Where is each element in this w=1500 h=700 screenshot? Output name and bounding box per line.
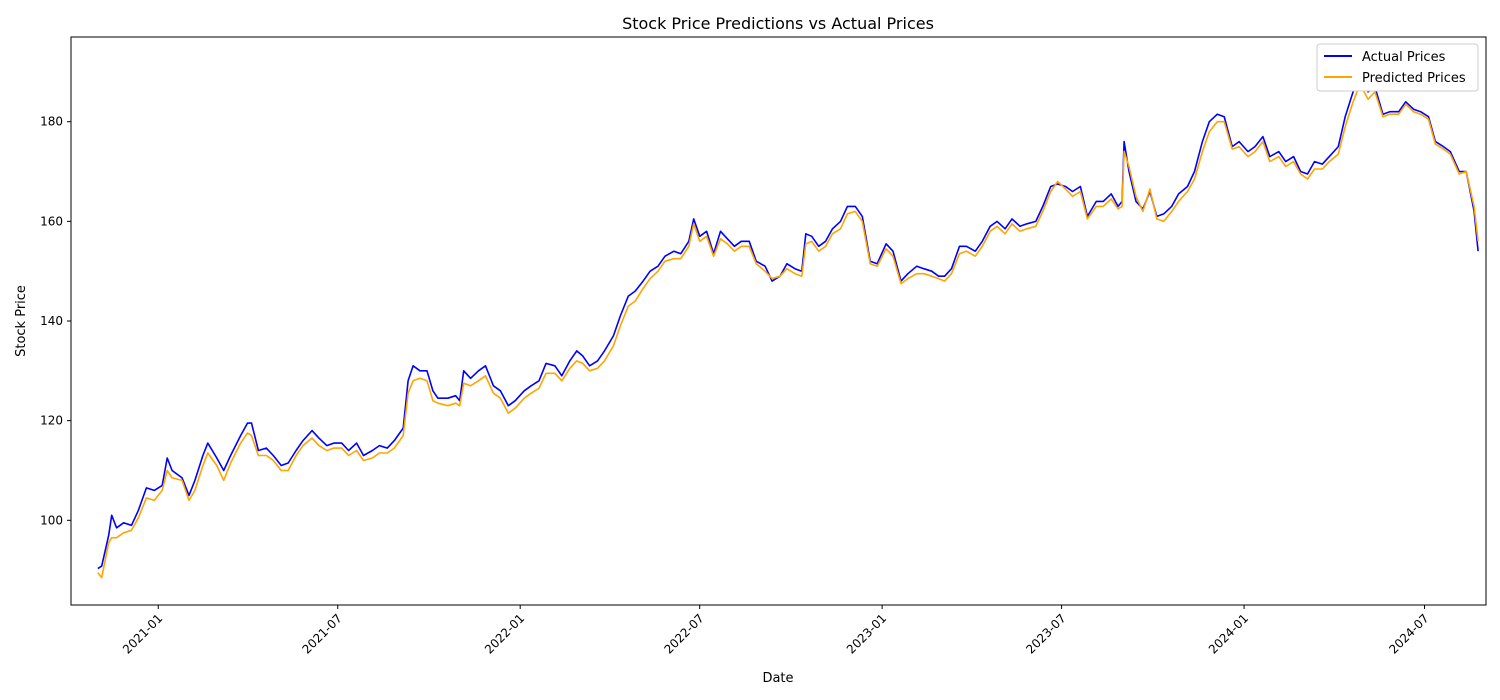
x-tick-label: 2023-07 <box>1023 611 1068 656</box>
y-axis: 100 120 140 160 180 <box>40 115 71 527</box>
y-tick-label: 160 <box>40 214 63 228</box>
series-line-predicted <box>97 83 1479 579</box>
x-axis: 2021-01 2021-07 2022-01 2022-07 2023-01 2023-… <box>120 605 1432 657</box>
y-tick-label: 100 <box>40 513 63 527</box>
series-layer <box>97 76 1479 579</box>
y-axis-label: Stock Price <box>14 285 29 357</box>
y-tick-label: 120 <box>40 414 63 428</box>
plot-area <box>70 36 1487 606</box>
y-tick-label: 180 <box>40 115 63 129</box>
legend: Actual Prices Predicted Prices <box>1316 43 1479 92</box>
legend-label: Predicted Prices <box>1362 71 1466 86</box>
x-tick-label: 2024-07 <box>1386 611 1431 656</box>
chart-title: Stock Price Predictions vs Actual Prices <box>622 14 934 33</box>
plot-frame <box>70 36 1487 606</box>
x-tick-label: 2021-01 <box>120 611 165 656</box>
legend-label: Actual Prices <box>1362 50 1446 65</box>
x-axis-label: Date <box>762 671 793 686</box>
y-tick-label: 140 <box>40 314 63 328</box>
x-tick-label: 2022-01 <box>482 611 527 656</box>
series-line-actual <box>97 76 1479 570</box>
x-tick-label: 2021-07 <box>300 611 345 656</box>
legend-box <box>1316 43 1479 92</box>
x-tick-label: 2024-01 <box>1206 611 1251 656</box>
x-tick-label: 2022-07 <box>661 611 706 656</box>
x-tick-label: 2023-01 <box>844 611 889 656</box>
